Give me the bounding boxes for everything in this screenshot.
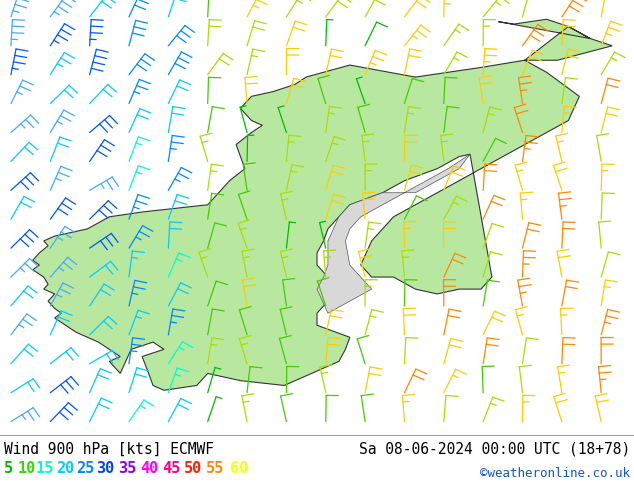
- Text: ©weatheronline.co.uk: ©weatheronline.co.uk: [480, 467, 630, 480]
- Text: 15: 15: [36, 461, 55, 476]
- Text: 35: 35: [118, 461, 136, 476]
- Text: 25: 25: [76, 461, 94, 476]
- Text: Sa 08-06-2024 00:00 UTC (18+78): Sa 08-06-2024 00:00 UTC (18+78): [359, 441, 630, 457]
- Polygon shape: [33, 19, 612, 391]
- Polygon shape: [317, 154, 470, 313]
- Text: Wind 900 hPa [kts] ECMWF: Wind 900 hPa [kts] ECMWF: [4, 441, 214, 457]
- Text: 5: 5: [4, 461, 13, 476]
- Text: 50: 50: [184, 461, 202, 476]
- Text: 55: 55: [206, 461, 224, 476]
- Text: 60: 60: [230, 461, 249, 476]
- Text: 45: 45: [162, 461, 180, 476]
- Text: 30: 30: [96, 461, 114, 476]
- Text: 10: 10: [18, 461, 36, 476]
- Text: 20: 20: [56, 461, 74, 476]
- Text: 40: 40: [140, 461, 158, 476]
